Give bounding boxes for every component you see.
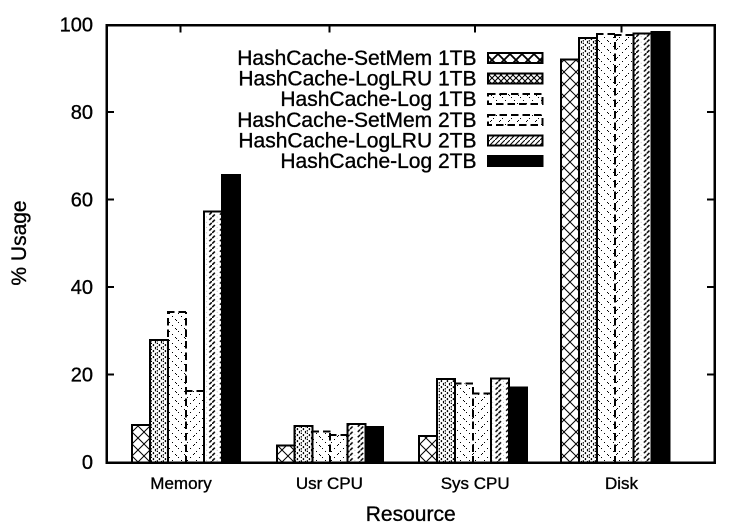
svg-text:20: 20 <box>71 365 93 387</box>
svg-text:Usr CPU: Usr CPU <box>296 474 363 493</box>
svg-text:HashCache-SetMem 1TB: HashCache-SetMem 1TB <box>237 47 476 70</box>
svg-text:HashCache-LogLRU 1TB: HashCache-LogLRU 1TB <box>238 68 476 91</box>
svg-text:% Usage: % Usage <box>8 200 31 285</box>
svg-text:100: 100 <box>60 15 93 37</box>
svg-text:0: 0 <box>82 452 93 474</box>
svg-text:80: 80 <box>71 102 93 124</box>
svg-text:Disk: Disk <box>605 474 639 493</box>
svg-text:60: 60 <box>71 190 93 212</box>
svg-text:40: 40 <box>71 277 93 299</box>
svg-text:Sys CPU: Sys CPU <box>441 474 510 493</box>
svg-text:HashCache-LogLRU 2TB: HashCache-LogLRU 2TB <box>238 130 476 153</box>
svg-text:HashCache-SetMem 2TB: HashCache-SetMem 2TB <box>237 109 476 132</box>
svg-text:HashCache-Log 2TB: HashCache-Log 2TB <box>280 150 476 173</box>
svg-text:HashCache-Log 1TB: HashCache-Log 1TB <box>280 88 476 111</box>
svg-text:Resource: Resource <box>366 503 456 525</box>
svg-text:Memory: Memory <box>150 474 212 493</box>
